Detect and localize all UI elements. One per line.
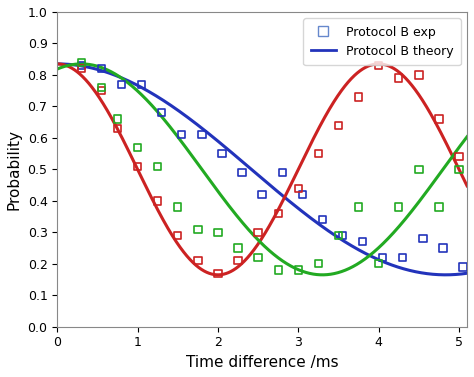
Point — [319, 217, 326, 223]
Point — [134, 163, 141, 169]
Point — [294, 185, 302, 191]
Point — [315, 261, 322, 267]
Point — [375, 261, 383, 267]
Point — [435, 204, 443, 210]
Point — [294, 267, 302, 273]
Point — [355, 94, 362, 100]
Point — [459, 264, 467, 270]
Point — [194, 257, 201, 264]
Point — [98, 84, 105, 90]
Point — [174, 233, 182, 239]
Point — [355, 204, 362, 210]
Legend: Protocol B exp, Protocol B theory: Protocol B exp, Protocol B theory — [303, 18, 461, 66]
Point — [78, 59, 85, 65]
Point — [419, 236, 427, 242]
Point — [78, 66, 85, 72]
Point — [435, 116, 443, 122]
Point — [415, 166, 423, 172]
Point — [455, 154, 463, 160]
Point — [395, 75, 402, 81]
Point — [379, 254, 386, 261]
Point — [274, 267, 282, 273]
Point — [194, 226, 201, 232]
Point — [98, 87, 105, 93]
Point — [278, 170, 286, 176]
Point — [258, 192, 266, 198]
Point — [455, 166, 463, 172]
Point — [118, 81, 125, 87]
Point — [395, 204, 402, 210]
Point — [134, 144, 141, 150]
Point — [255, 229, 262, 235]
Point — [339, 233, 346, 239]
Point — [214, 229, 222, 235]
Point — [178, 132, 186, 138]
Point — [174, 204, 182, 210]
Point — [315, 150, 322, 156]
Point — [439, 245, 447, 251]
Point — [274, 210, 282, 216]
Point — [158, 110, 165, 116]
Point — [214, 270, 222, 276]
Point — [399, 254, 407, 261]
Point — [154, 163, 162, 169]
Point — [218, 150, 226, 156]
Point — [234, 245, 242, 251]
Point — [375, 63, 383, 69]
Point — [154, 198, 162, 204]
Point — [335, 233, 342, 239]
Point — [78, 63, 85, 69]
Point — [138, 81, 146, 87]
Y-axis label: Probability: Probability — [7, 129, 22, 210]
Point — [299, 192, 306, 198]
Point — [335, 122, 342, 128]
Point — [255, 254, 262, 261]
X-axis label: Time difference /ms: Time difference /ms — [186, 355, 338, 370]
Point — [98, 66, 105, 72]
Point — [415, 72, 423, 78]
Point — [114, 126, 121, 132]
Point — [114, 116, 121, 122]
Point — [359, 239, 366, 245]
Point — [234, 257, 242, 264]
Point — [238, 170, 246, 176]
Point — [198, 132, 206, 138]
